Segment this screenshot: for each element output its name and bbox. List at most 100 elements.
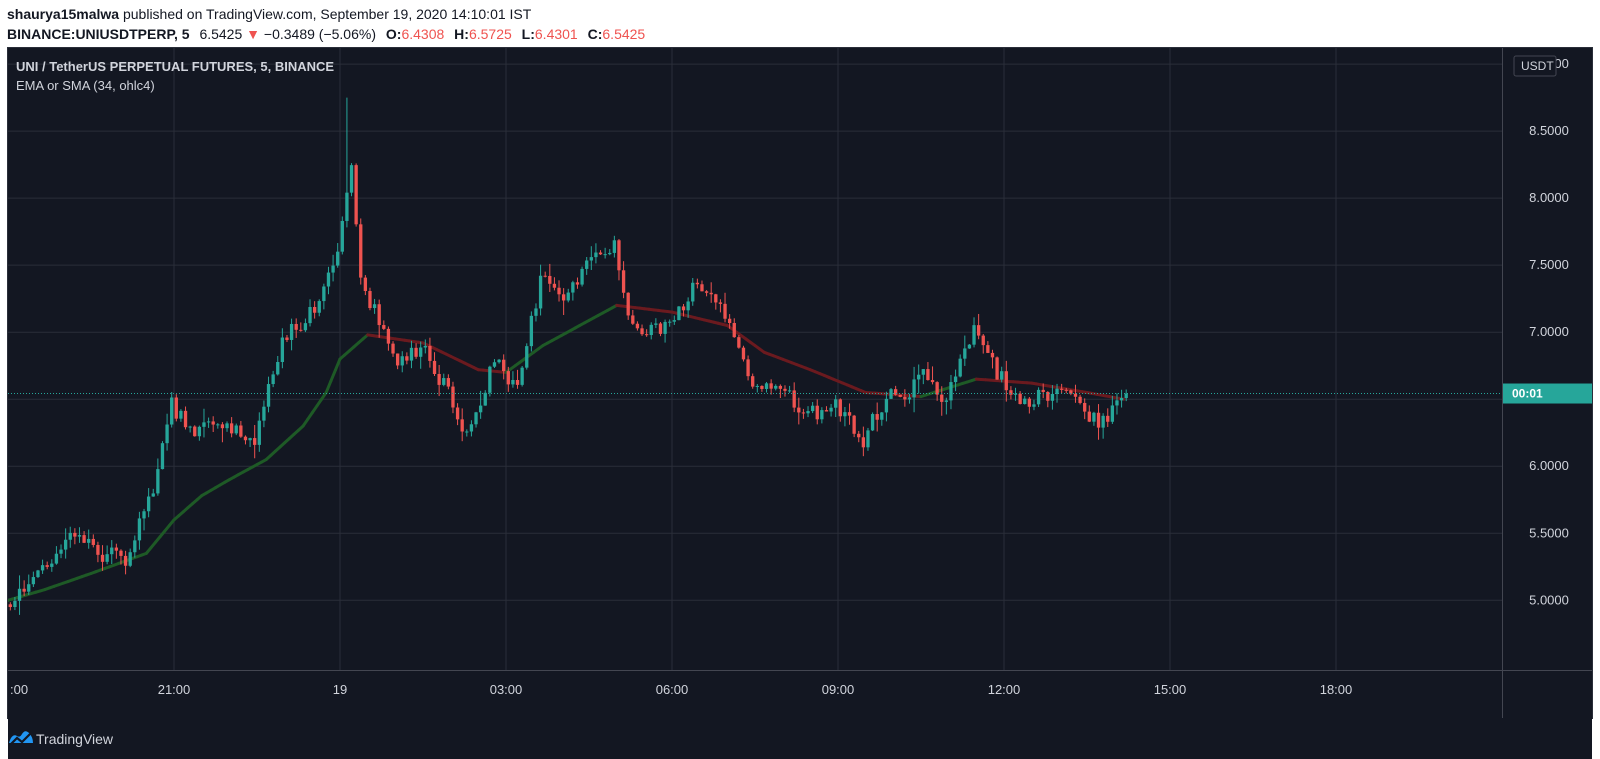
candle-body[interactable]: [174, 397, 178, 419]
candle-body[interactable]: [234, 425, 238, 434]
candle-body[interactable]: [778, 385, 783, 389]
candle-body[interactable]: [63, 539, 68, 550]
candle-body[interactable]: [709, 292, 713, 295]
candle-body[interactable]: [266, 384, 271, 407]
candle-body[interactable]: [889, 389, 893, 399]
candle-body[interactable]: [105, 554, 109, 562]
candle-body[interactable]: [303, 323, 308, 331]
candle-body[interactable]: [1032, 404, 1036, 407]
brand-name[interactable]: TradingView: [36, 731, 114, 747]
candle-body[interactable]: [382, 325, 386, 329]
candle-body[interactable]: [907, 397, 912, 400]
candle-body[interactable]: [359, 224, 363, 278]
candle-body[interactable]: [751, 376, 755, 387]
candle-body[interactable]: [142, 511, 146, 519]
candle-body[interactable]: [377, 304, 381, 326]
candle-body[interactable]: [419, 347, 423, 357]
candle-body[interactable]: [405, 356, 409, 361]
candle-body[interactable]: [686, 301, 690, 311]
candle-body[interactable]: [229, 423, 234, 434]
candle-body[interactable]: [133, 540, 137, 553]
candle-body[interactable]: [225, 423, 229, 429]
candle-body[interactable]: [326, 272, 331, 287]
candle-body[interactable]: [27, 584, 31, 592]
candle-body[interactable]: [179, 410, 183, 419]
candle-body[interactable]: [976, 325, 981, 336]
candle-body[interactable]: [1115, 400, 1119, 406]
candle-body[interactable]: [146, 496, 151, 512]
candle-body[interactable]: [635, 323, 640, 329]
price-chart[interactable]: 5.00005.50006.00006.50007.00007.50008.00…: [8, 48, 1592, 718]
candle-body[interactable]: [1000, 371, 1004, 380]
candle-body[interactable]: [1119, 398, 1124, 401]
candle-body[interactable]: [585, 260, 589, 269]
candle-body[interactable]: [875, 414, 879, 420]
candle-body[interactable]: [681, 306, 686, 311]
candle-body[interactable]: [354, 165, 358, 225]
candle-body[interactable]: [1046, 391, 1050, 401]
candle-body[interactable]: [603, 254, 607, 256]
candle-body[interactable]: [1050, 393, 1055, 401]
candle-body[interactable]: [958, 358, 962, 377]
candle-body[interactable]: [77, 535, 82, 537]
candle-body[interactable]: [797, 407, 801, 413]
candle-body[interactable]: [792, 390, 796, 408]
candle-body[interactable]: [880, 412, 884, 420]
candle-body[interactable]: [972, 325, 976, 345]
candle-body[interactable]: [114, 547, 119, 551]
candle-body[interactable]: [395, 353, 400, 366]
currency-badge[interactable]: [1513, 55, 1557, 77]
candle-body[interactable]: [557, 287, 561, 295]
candle-body[interactable]: [280, 337, 285, 363]
candle-body[interactable]: [506, 371, 510, 385]
candle-body[interactable]: [68, 532, 72, 540]
candles[interactable]: [8, 97, 1502, 615]
candle-body[interactable]: [50, 563, 54, 567]
candle-body[interactable]: [746, 359, 750, 377]
candle-body[interactable]: [644, 334, 649, 336]
candle-body[interactable]: [460, 419, 464, 432]
candle-body[interactable]: [128, 552, 132, 566]
candle-body[interactable]: [8, 604, 12, 608]
candle-body[interactable]: [22, 588, 26, 592]
candle-body[interactable]: [718, 302, 723, 304]
candle-body[interactable]: [861, 437, 866, 448]
candle-body[interactable]: [986, 345, 990, 353]
candle-body[interactable]: [525, 346, 529, 368]
candle-body[interactable]: [1018, 393, 1022, 404]
candle-body[interactable]: [248, 438, 252, 441]
candle-body[interactable]: [1092, 412, 1096, 422]
candle-body[interactable]: [930, 380, 935, 383]
candle-body[interactable]: [621, 270, 626, 293]
candle-body[interactable]: [1064, 389, 1068, 391]
candle-body[interactable]: [543, 275, 547, 277]
candle-body[interactable]: [437, 374, 441, 385]
candle-body[interactable]: [515, 379, 520, 385]
candle-body[interactable]: [1124, 393, 1128, 399]
candle-body[interactable]: [45, 565, 49, 567]
candle-body[interactable]: [838, 399, 842, 417]
candle-body[interactable]: [963, 348, 967, 359]
candle-body[interactable]: [220, 424, 225, 429]
candle-body[interactable]: [285, 337, 289, 340]
candle-body[interactable]: [534, 308, 538, 316]
candle-body[interactable]: [552, 283, 557, 288]
candle-body[interactable]: [677, 306, 681, 321]
candle-body[interactable]: [594, 252, 598, 258]
candle-body[interactable]: [1041, 389, 1045, 392]
candle-body[interactable]: [511, 379, 515, 385]
candle-body[interactable]: [760, 385, 764, 389]
candle-body[interactable]: [815, 405, 819, 420]
candle-body[interactable]: [363, 277, 368, 292]
candle-body[interactable]: [727, 318, 732, 323]
candle-body[interactable]: [340, 220, 344, 252]
candle-body[interactable]: [1106, 415, 1110, 422]
candle-body[interactable]: [216, 424, 220, 426]
candle-body[interactable]: [571, 282, 575, 293]
candle-body[interactable]: [580, 268, 584, 285]
candle-body[interactable]: [183, 410, 188, 428]
candle-body[interactable]: [820, 410, 824, 420]
candle-body[interactable]: [847, 412, 852, 416]
candle-body[interactable]: [898, 394, 902, 397]
candle-body[interactable]: [345, 192, 349, 221]
